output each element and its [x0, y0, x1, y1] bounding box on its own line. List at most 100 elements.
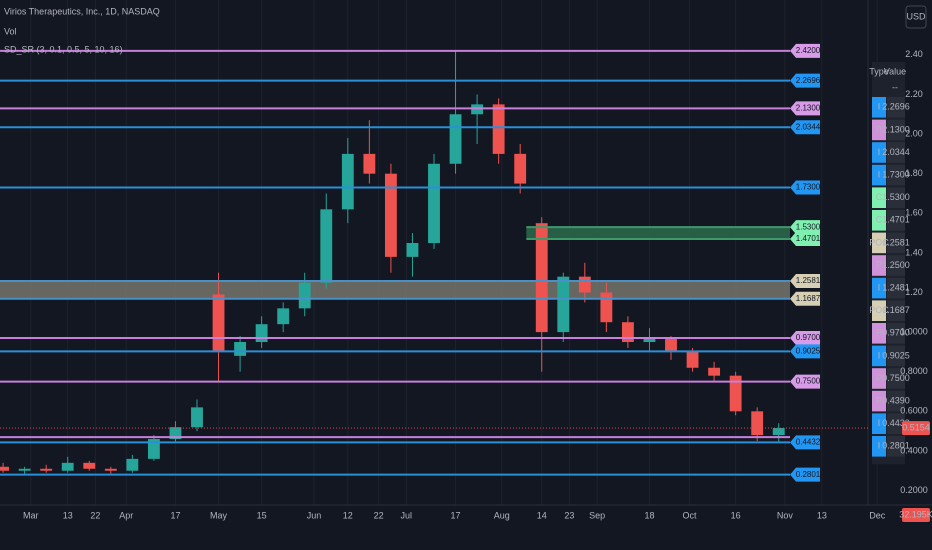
volume-label: Vol [4, 26, 17, 36]
level-label: 0.4432 [796, 437, 821, 446]
table-type-cell [872, 232, 886, 254]
zone [526, 227, 790, 240]
axes: 2.40 2.20 2.00 1.80 1.60 1.40 1.20 1.0000 0.8000… [0, 49, 932, 522]
table-value: 1.1687 [882, 305, 910, 315]
y-tick-label: 0.6000 [900, 406, 928, 416]
table-type: P [876, 395, 882, 405]
table-type: I [878, 282, 881, 292]
candle-body [384, 173, 397, 257]
table-type: P [876, 328, 882, 338]
x-tick-label: Jul [401, 510, 413, 520]
level-tag [790, 331, 820, 346]
table-type: I [878, 102, 881, 112]
y-tick-label: 1.80 [905, 168, 923, 178]
table-value-cell [887, 436, 905, 457]
level-label: 1.1687 [796, 294, 821, 303]
table-value: 1.4701 [882, 215, 910, 225]
y-tick-label: 1.40 [905, 247, 923, 257]
candles [0, 50, 785, 475]
candle-body [535, 223, 548, 333]
table-value: 0.4432 [882, 418, 910, 428]
x-tick-label: 13 [817, 510, 827, 520]
level-tag [790, 232, 820, 247]
y-tick-label: 0.8000 [900, 366, 928, 376]
level-label: 1.2581 [796, 276, 821, 285]
table-value-cell [887, 142, 905, 163]
candle-body [341, 153, 354, 210]
candle-body [665, 338, 677, 352]
candle-body [406, 242, 419, 257]
candle-body [0, 466, 10, 471]
currency[interactable]: USD [906, 11, 926, 21]
candle-body [126, 458, 139, 471]
x-tick-label: 14 [537, 510, 547, 520]
table-type: P [876, 373, 882, 383]
table-type: P [876, 124, 882, 134]
table-value: 1.2481 [882, 282, 910, 292]
candle-body [147, 439, 160, 459]
table-value: 0.9025 [882, 350, 910, 360]
x-tick-label: Sep [589, 510, 605, 520]
x-tick-label: 15 [257, 510, 267, 520]
x-tick-label: Jun [307, 510, 322, 520]
level-tag [790, 435, 820, 450]
x-tick-label: 13 [63, 510, 73, 520]
x-tick-label: 22 [374, 510, 384, 520]
table-value-cell [887, 300, 905, 321]
candle-body [578, 276, 591, 293]
candle-body [514, 153, 527, 184]
table-value: 2.2696 [882, 102, 910, 112]
table-type: I [878, 441, 881, 451]
level-label: 2.4200 [796, 46, 821, 55]
y-tick-label: 1.60 [905, 208, 923, 218]
candle-body [191, 407, 203, 428]
table-type-cell [872, 164, 886, 186]
candle-body [492, 104, 505, 154]
currency-box[interactable] [905, 5, 927, 29]
candle-body [83, 462, 96, 469]
table-value-cell [887, 368, 905, 389]
level-tag [790, 43, 820, 58]
level-label: 1.4701 [796, 234, 821, 243]
table-value-cell [887, 413, 905, 434]
table-type: POC [869, 305, 889, 315]
level-label: 1.5300 [796, 222, 821, 231]
level-label: 0.7500 [796, 377, 821, 386]
x-tick-label: 18 [644, 510, 654, 520]
candle-body [729, 375, 742, 412]
level-label: 0.9700 [796, 333, 821, 342]
table-value-cell [887, 187, 905, 208]
table-type: I [878, 350, 881, 360]
candle-body [169, 427, 182, 440]
table-value: 1.2500 [882, 260, 910, 270]
table-type-cell [872, 436, 886, 457]
zone [0, 280, 790, 299]
chart-title: Virios Therapeutics, Inc., 1D, NASDAQ [4, 6, 160, 16]
y-tick-label: 2.20 [905, 89, 923, 99]
candle-body [104, 468, 117, 471]
level-tag [790, 73, 820, 88]
level-tag [790, 344, 820, 359]
table-value-cell [887, 210, 905, 231]
level-tag [790, 273, 820, 288]
table-header: Value [884, 66, 906, 76]
candle-body [557, 276, 570, 333]
table-value: 2.0344 [882, 147, 910, 157]
table-type: I [878, 169, 881, 179]
table-type-cell [872, 187, 886, 208]
table-type: I [878, 418, 881, 428]
table-value: 0.7500 [882, 373, 910, 383]
table-value: 1.5300 [882, 192, 910, 202]
candle-body [277, 308, 290, 325]
y-tick-label: 1.20 [905, 287, 923, 297]
candle-body [234, 342, 247, 356]
table-type-cell [872, 368, 886, 389]
zones [0, 227, 790, 299]
table-type-cell [872, 413, 886, 434]
table-value: 0.4390 [882, 395, 910, 405]
table-type: I [878, 147, 881, 157]
candle-body [298, 282, 311, 309]
y-tick-label: 2.40 [905, 49, 923, 59]
